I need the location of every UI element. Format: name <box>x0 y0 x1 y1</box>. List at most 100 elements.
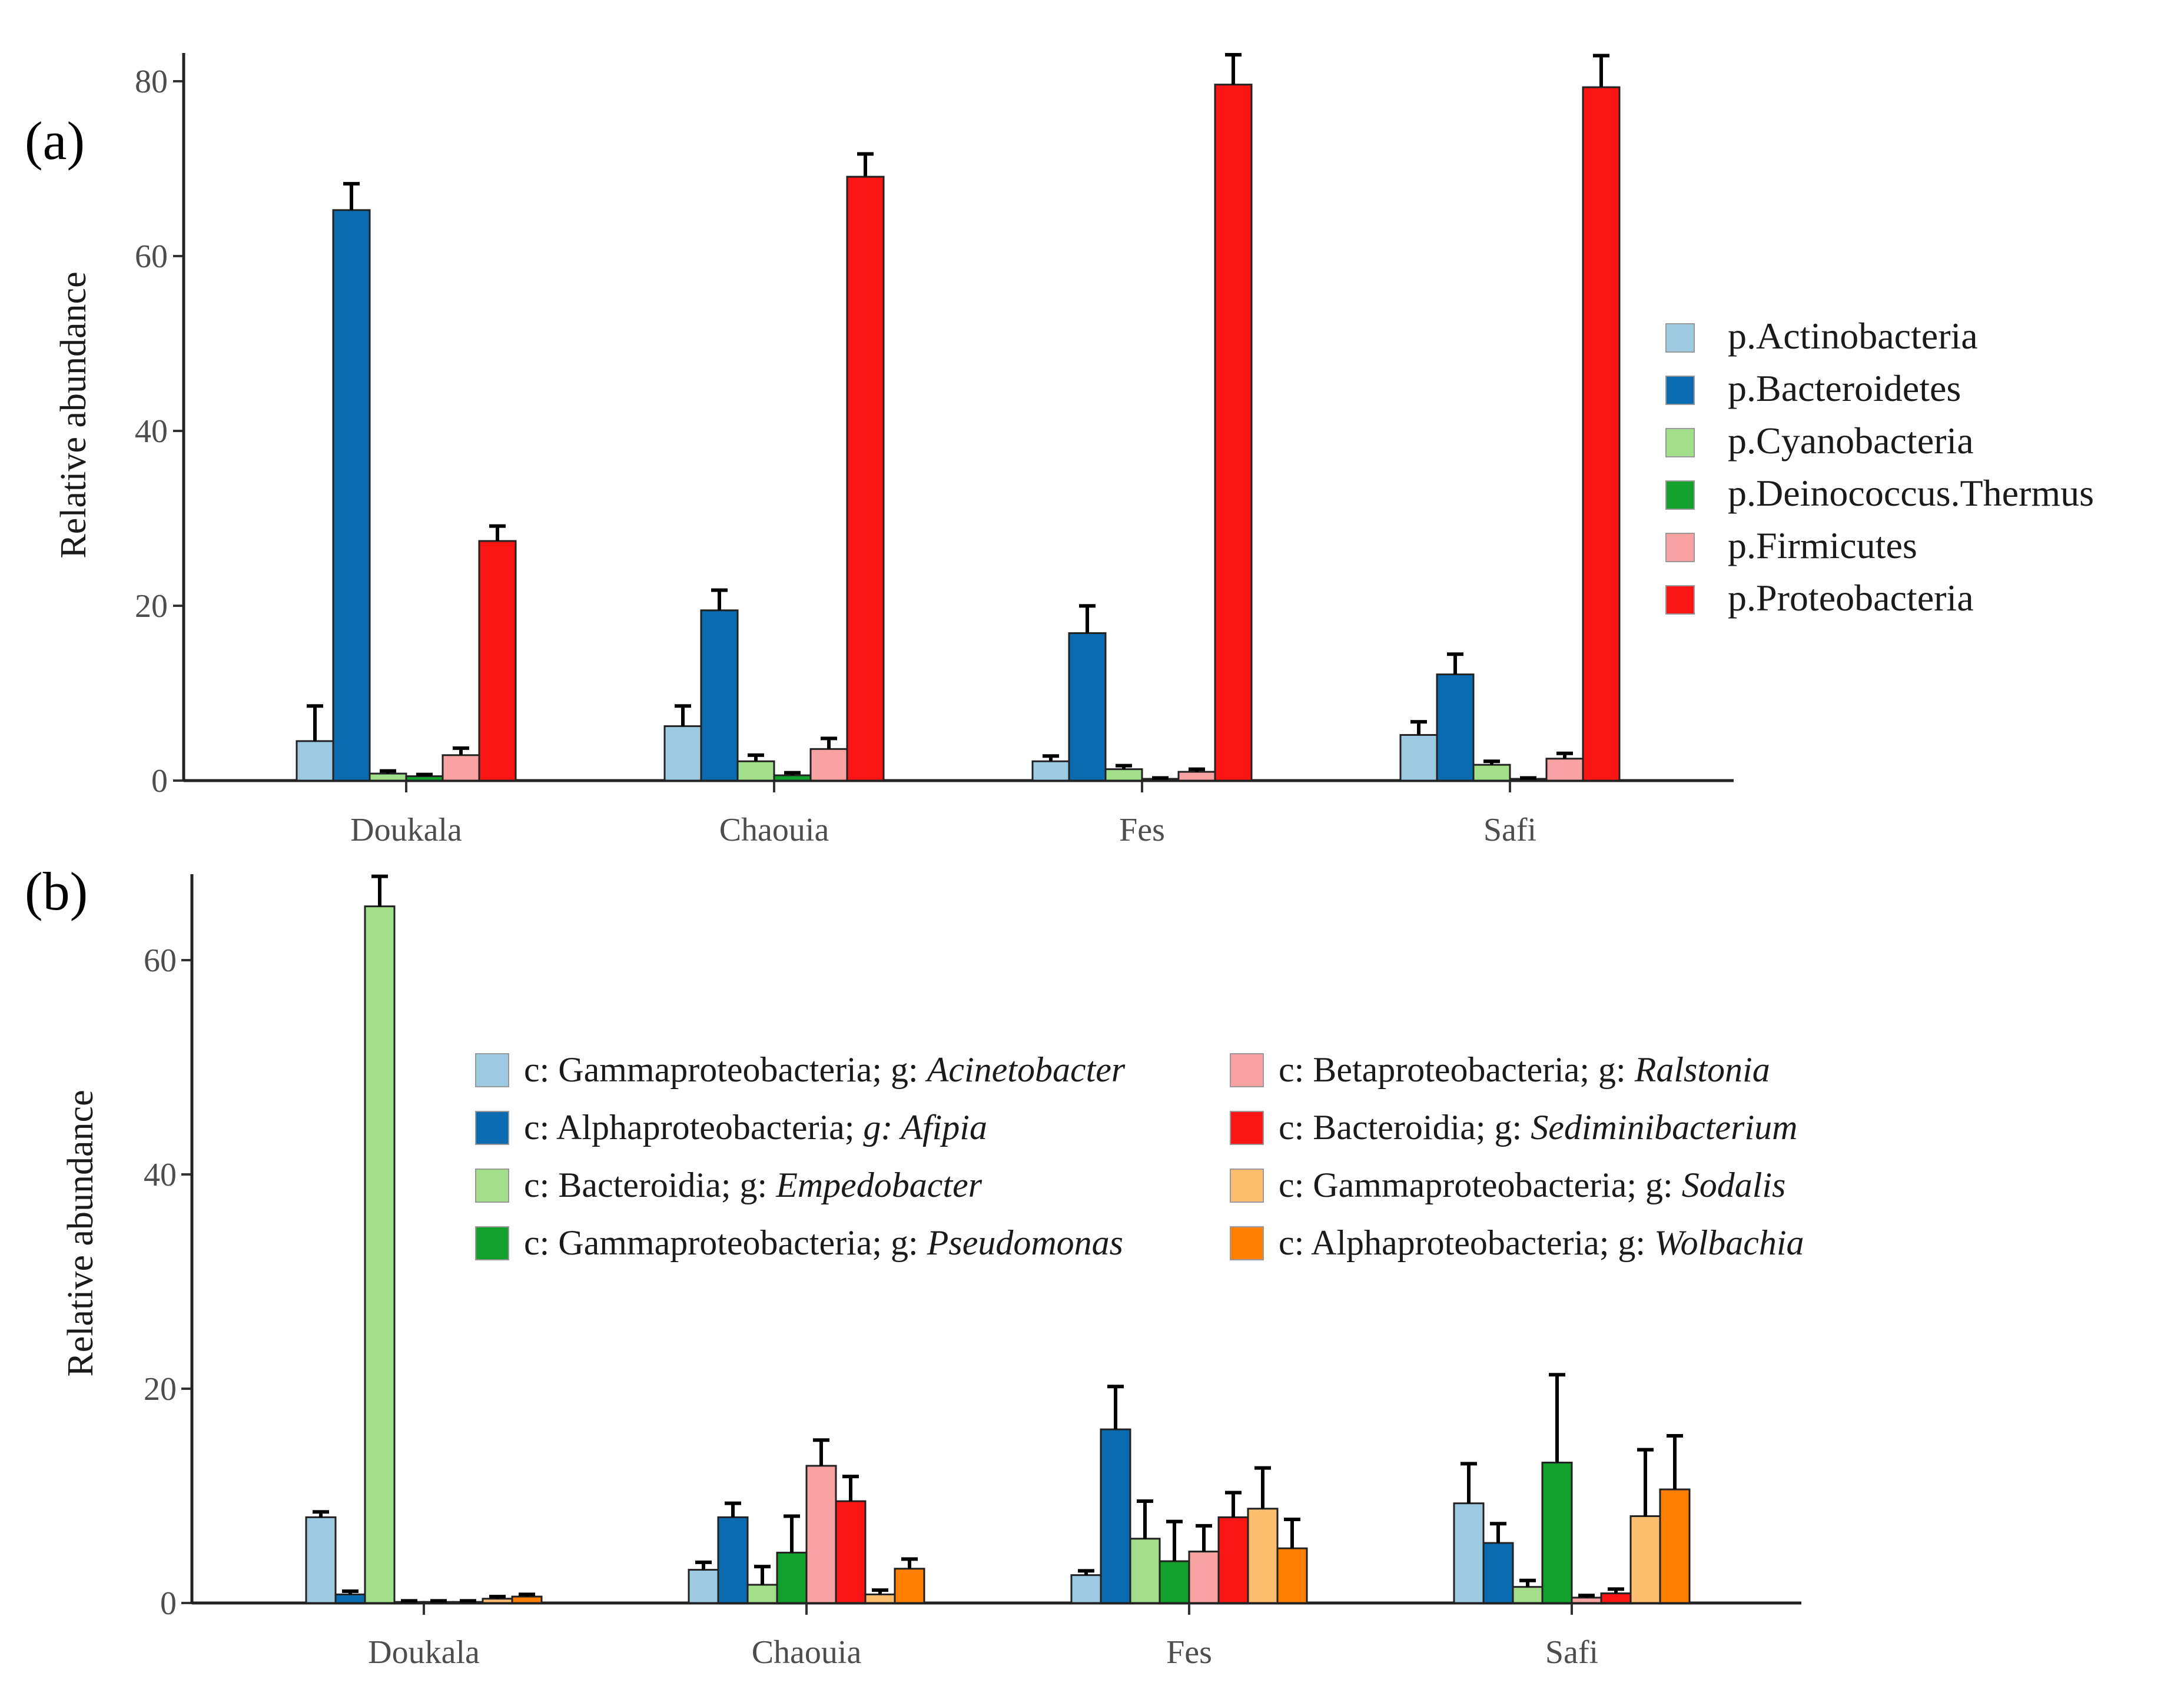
panel-a-legend-swatch-p-proteobacteria <box>1665 585 1695 615</box>
panel-b-bar-fes-empedobacter <box>1129 1538 1161 1604</box>
panel-a-legend-label-p-bacteroidetes: p.Bacteroidetes <box>1728 367 1961 409</box>
panel-a-ytick-20: 20 <box>135 588 168 625</box>
panel-a-bar-chaouia-p-proteobacteria <box>846 175 885 782</box>
panel-a-legend-swatch-p-actinobacteria <box>1665 323 1695 353</box>
panel-b-legend-label-g-afipia: c: Alphaproteobacteria; g: Afipia <box>524 1108 987 1147</box>
panel-b-bar-safi-ralstonia <box>1571 1597 1602 1604</box>
panel-b-bar-doukala-empedobacter <box>364 905 396 1604</box>
panel-a-bar-fes-p-bacteroidetes <box>1068 632 1107 782</box>
panel-b-bar-chaouia-pseudomonas <box>776 1551 808 1604</box>
panel-a-bar-safi-p-proteobacteria <box>1582 86 1621 782</box>
panel-b-bar-fes-pseudomonas <box>1159 1560 1190 1604</box>
panel-a-bar-chaouia-p-cyanobacteria <box>736 760 775 782</box>
panel-a-bar-safi-p-actinobacteria <box>1399 734 1438 782</box>
panel-b-ytick-40: 40 <box>144 1157 177 1193</box>
panel-a-tag: (a) <box>25 111 85 171</box>
panel-b-bars <box>305 874 1691 1604</box>
panel-a-bar-safi-p-bacteroidetes <box>1436 673 1475 782</box>
panel-b-bar-doukala-wolbachia <box>511 1595 543 1604</box>
panel-a-ytick-60: 60 <box>135 238 168 275</box>
panel-a-bar-fes-p-cyanobacteria <box>1104 768 1143 782</box>
panel-b: (b) Relative abundance 0 20 40 60 Doukal… <box>25 861 1804 1671</box>
panel-b-bar-chaouia-ralstonia <box>805 1465 837 1604</box>
panel-b-legend-swatch-sodalis <box>1230 1169 1264 1203</box>
panel-b-bar-chaouia-sediminibacterium <box>835 1500 867 1604</box>
panel-a-ylabel: Relative abundance <box>54 271 94 558</box>
panel-b-tag: (b) <box>25 861 88 921</box>
panel-a-bar-fes-p-proteobacteria <box>1214 84 1253 782</box>
panel-b-bar-chaouia-empedobacter <box>746 1584 778 1604</box>
panel-a-ytick-40: 40 <box>135 413 168 450</box>
panel-a-xtick-doukala: Doukala <box>350 812 462 848</box>
panel-a-legend-swatch-p-bacteroidetes <box>1665 376 1695 405</box>
panel-b-legend-label-ralstonia: c: Betaproteobacteria; g: Ralstonia <box>1279 1050 1770 1089</box>
panel-b-legend-label-sodalis: c: Gammaproteobacteria; g: Sodalis <box>1279 1166 1785 1204</box>
panel-b-legend-swatch-wolbachia <box>1230 1226 1264 1260</box>
panel-b-bar-fes-wolbachia <box>1276 1547 1308 1604</box>
panel-b-bar-fes-g-afipia <box>1100 1428 1131 1604</box>
panel-a-legend-label-p-proteobacteria: p.Proteobacteria <box>1728 577 1974 619</box>
panel-a-bar-chaouia-p-firmicutes <box>809 748 848 782</box>
panel-b-legend: c: Gammaproteobacteria; g: Acinetobacter… <box>475 1050 1804 1262</box>
panel-b-legend-swatch-g-afipia <box>475 1111 509 1145</box>
panel-b-bar-safi-sodalis <box>1629 1515 1661 1604</box>
panel-b-ylabel: Relative abundance <box>61 1090 101 1376</box>
panel-a-bar-doukala-p-firmicutes <box>442 754 480 782</box>
panel-b-xtick-doukala: Doukala <box>368 1634 480 1671</box>
panel-a-bar-safi-p-cyanobacteria <box>1472 764 1511 782</box>
panel-b-bar-fes-sediminibacterium <box>1217 1516 1249 1604</box>
panel-b-bar-doukala-g-afipia <box>334 1593 366 1604</box>
panel-a-bar-doukala-p-cyanobacteria <box>369 772 407 782</box>
panel-a-bar-fes-p-firmicutes <box>1177 771 1216 782</box>
panel-a-bar-fes-p-actinobacteria <box>1031 760 1070 782</box>
panel-a-legend-swatch-p-cyanobacteria <box>1665 428 1695 457</box>
panel-b-legend-swatch-pseudomonas <box>475 1226 509 1260</box>
panel-b-legend-swatch-sediminibacterium <box>1230 1111 1264 1145</box>
panel-a-bars <box>296 52 1621 782</box>
panel-b-bar-doukala-acinetobacter <box>305 1516 337 1604</box>
panel-a-bar-doukala-p-deinococcus-thermus <box>405 775 444 782</box>
panel-b-ytick-0: 0 <box>160 1585 177 1622</box>
panel-b-legend-swatch-ralstonia <box>1230 1053 1264 1087</box>
panel-b-legend-label-wolbachia: c: Alphaproteobacteria; g: Wolbachia <box>1279 1223 1804 1262</box>
panel-b-ytick-60: 60 <box>144 942 177 979</box>
panel-b-legend-label-sediminibacterium: c: Bacteroidia; g: Sediminibacterium <box>1279 1108 1797 1147</box>
panel-a-legend-swatch-p-firmicutes <box>1665 533 1695 562</box>
panel-b-xtick-chaouia: Chaouia <box>752 1634 862 1671</box>
panel-b-ytick-20: 20 <box>144 1371 177 1408</box>
panel-b-bar-safi-wolbachia <box>1659 1488 1691 1604</box>
panel-b-bar-safi-empedobacter <box>1512 1586 1544 1604</box>
panel-a-legend-label-p-cyanobacteria: p.Cyanobacteria <box>1728 420 1974 462</box>
panel-b-legend-swatch-empedobacter <box>475 1169 509 1203</box>
panel-b-bar-safi-g-afipia <box>1482 1542 1514 1604</box>
panel-a-xtick-safi: Safi <box>1483 812 1536 848</box>
panel-b-xtick-safi: Safi <box>1545 1634 1598 1671</box>
panel-b-bar-fes-sodalis <box>1247 1508 1279 1604</box>
panel-a-legend-label-p-actinobacteria: p.Actinobacteria <box>1728 315 1978 357</box>
panel-a-bar-doukala-p-proteobacteria <box>478 540 517 782</box>
panel-b-bar-chaouia-acinetobacter <box>688 1569 719 1604</box>
panel-a-bar-doukala-p-bacteroidetes <box>332 209 371 782</box>
panel-a-legend-label-p-deinococcus-thermus: p.Deinococcus.Thermus <box>1728 472 2094 514</box>
panel-b-bar-chaouia-sodalis <box>864 1593 896 1604</box>
panel-a: (a) Relative abundance 0 20 40 60 80 Dou… <box>25 52 2094 848</box>
panel-a-bar-doukala-p-actinobacteria <box>296 740 334 782</box>
panel-a-ytick-0: 0 <box>151 763 168 799</box>
panel-b-bar-safi-acinetobacter <box>1453 1502 1485 1604</box>
panel-b-legend-swatch-acinetobacter <box>475 1053 509 1087</box>
panel-b-bar-fes-acinetobacter <box>1070 1574 1102 1604</box>
panel-a-xtick-chaouia: Chaouia <box>719 812 829 848</box>
panel-a-legend-label-p-firmicutes: p.Firmicutes <box>1728 525 1917 566</box>
panel-b-legend-label-pseudomonas: c: Gammaproteobacteria; g: Pseudomonas <box>524 1223 1123 1262</box>
panel-b-bar-doukala-sodalis <box>482 1598 513 1604</box>
panel-b-legend-label-acinetobacter: c: Gammaproteobacteria; g: Acinetobacter <box>524 1050 1126 1089</box>
panel-a-ytick-80: 80 <box>135 64 168 100</box>
panel-a-xtick-fes: Fes <box>1119 812 1165 848</box>
panel-b-bar-safi-sediminibacterium <box>1600 1592 1632 1604</box>
panel-a-legend-swatch-p-deinococcus-thermus <box>1665 480 1695 510</box>
panel-b-bar-fes-ralstonia <box>1188 1551 1220 1604</box>
panel-a-bar-chaouia-p-actinobacteria <box>663 725 702 782</box>
panel-a-bar-chaouia-p-bacteroidetes <box>700 609 739 782</box>
panel-b-legend-label-empedobacter: c: Bacteroidia; g: Empedobacter <box>524 1166 983 1204</box>
